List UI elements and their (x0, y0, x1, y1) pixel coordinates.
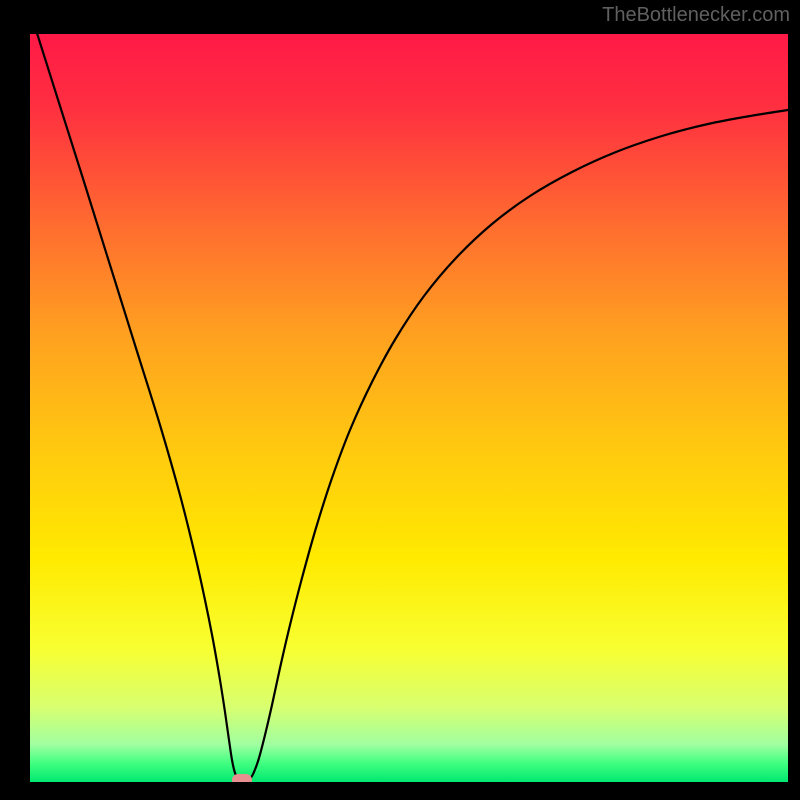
bottleneck-curve (0, 0, 800, 800)
bottleneck-chart (0, 0, 800, 800)
minimum-marker (232, 774, 252, 786)
watermark-text: TheBottlenecker.com (602, 4, 790, 27)
